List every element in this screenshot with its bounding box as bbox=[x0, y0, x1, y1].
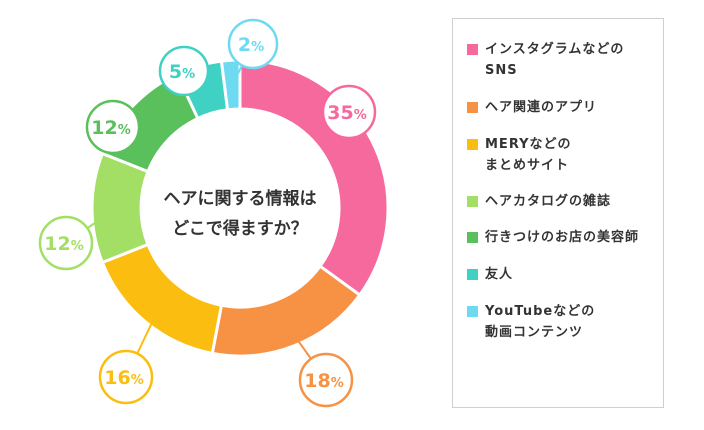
legend-swatch bbox=[467, 306, 478, 317]
legend-swatch bbox=[467, 102, 478, 113]
svg-text:12%: 12% bbox=[91, 117, 130, 139]
percent-label: 35% bbox=[321, 84, 377, 152]
legend-swatch bbox=[467, 139, 478, 150]
legend-label: インスタグラムなどの SNS bbox=[485, 42, 625, 78]
pie-slice bbox=[90, 151, 150, 265]
legend-label: ヘアカタログの雑誌 bbox=[485, 194, 612, 209]
legend-label: YouTubeなどの 動画コンテンツ bbox=[485, 304, 596, 340]
svg-text:12%: 12% bbox=[44, 233, 83, 255]
legend: インスタグラムなどの SNS ヘア関連のアプリ MERYなどの まとめサイトヘアカタ… bbox=[452, 18, 664, 408]
percent-label: 12% bbox=[85, 99, 151, 155]
legend-swatch bbox=[467, 196, 478, 207]
percent-label: 18% bbox=[284, 322, 354, 408]
legend-swatch bbox=[467, 44, 478, 55]
donut-hole bbox=[141, 109, 339, 307]
legend-label: MERYなどの まとめサイト bbox=[485, 137, 572, 173]
center-text: ヘアに関する情報は bbox=[164, 188, 317, 209]
percent-label: 12% bbox=[38, 207, 118, 271]
legend-label: 友人 bbox=[485, 267, 514, 282]
legend-label: ヘア関連のアプリ bbox=[485, 100, 598, 115]
percent-label: 5% bbox=[158, 45, 210, 97]
legend-swatch bbox=[467, 269, 478, 280]
svg-text:2%: 2% bbox=[238, 34, 264, 56]
percent-label: 2% bbox=[227, 18, 279, 86]
center-text: どこで得ますか？ bbox=[172, 218, 308, 239]
legend-label: 行きつけのお店の美容師 bbox=[485, 230, 640, 245]
percent-label: 16% bbox=[98, 302, 163, 405]
legend-swatch bbox=[467, 232, 478, 243]
svg-text:18%: 18% bbox=[304, 370, 343, 392]
svg-text:5%: 5% bbox=[169, 61, 195, 83]
svg-text:16%: 16% bbox=[104, 367, 143, 389]
svg-text:35%: 35% bbox=[327, 102, 366, 124]
